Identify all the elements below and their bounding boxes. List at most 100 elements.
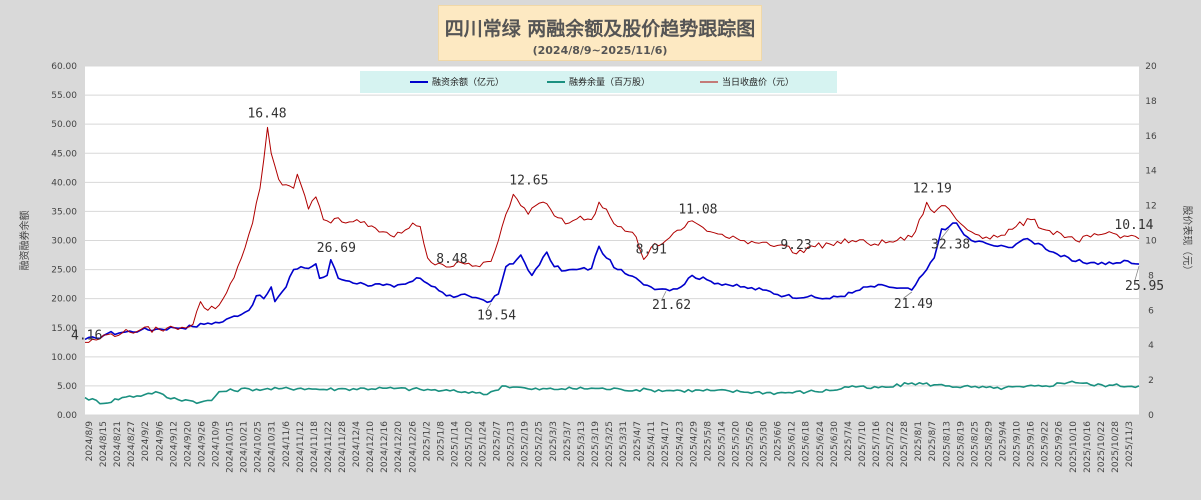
- y-right-tick-label: 0: [1148, 411, 1154, 421]
- y-left-axis-title: 融资融券余额: [18, 211, 31, 271]
- x-tick-label: 2025/6/12: [788, 421, 798, 467]
- x-tick-label: 2025/5/26: [746, 421, 756, 467]
- data-label: 9.23: [780, 238, 811, 253]
- x-tick-label: 2025/4/29: [689, 421, 699, 467]
- x-tick-label: 2025/8/19: [956, 421, 966, 467]
- x-tick-label: 2025/3/31: [619, 421, 629, 467]
- x-tick-label: 2024/8/21: [113, 421, 123, 467]
- x-tick-label: 2025/5/20: [731, 421, 741, 467]
- data-label: 11.08: [678, 203, 717, 218]
- x-tick-label: 2025/6/6: [774, 421, 784, 462]
- x-tick-label: 2025/4/7: [633, 421, 643, 461]
- x-tick-label: 2025/7/10: [858, 421, 868, 467]
- data-label: 12.65: [509, 173, 548, 188]
- leader-line: [486, 303, 492, 310]
- leader-line: [1134, 265, 1140, 281]
- x-tick-label: 2025/7/4: [844, 421, 854, 462]
- x-tick-label: 2024/12/16: [380, 421, 390, 473]
- x-tick-label: 2025/2/25: [535, 421, 545, 467]
- series-line-2: [84, 380, 1140, 405]
- data-label: 21.62: [652, 298, 691, 313]
- legend-label: 融券余量（百万股）: [569, 76, 650, 88]
- x-tick-label: 2025/5/30: [760, 421, 770, 467]
- x-tick-label: 2025/9/16: [1027, 421, 1037, 467]
- x-tick-label: 2024/11/18: [310, 421, 320, 473]
- x-tick-label: 2024/12/4: [352, 421, 362, 467]
- x-tick-label: 2025/1/14: [450, 421, 460, 467]
- x-tick-label: 2024/9/12: [169, 421, 179, 467]
- y-left-tick-label: 20.00: [51, 295, 77, 305]
- x-tick-label: 2025/9/10: [1013, 421, 1023, 467]
- y-right-tick-label: 10: [1145, 237, 1157, 247]
- x-tick-label: 2024/9/20: [183, 421, 193, 467]
- chart-subtitle: (2024/8/9~2025/11/6): [532, 44, 668, 57]
- data-label: 4.16: [71, 328, 102, 343]
- x-tick-label: 2025/3/25: [605, 421, 615, 467]
- x-tick-label: 2025/10/28: [1111, 421, 1121, 473]
- leader-line: [903, 291, 913, 299]
- y-right-tick-label: 14: [1145, 167, 1157, 177]
- x-tick-label: 2025/10/16: [1083, 421, 1093, 473]
- x-tick-label: 2025/11/3: [1125, 421, 1135, 467]
- y-right-tick-label: 2: [1148, 376, 1154, 386]
- data-label: 26.69: [317, 241, 356, 256]
- x-tick-label: 2025/6/30: [830, 421, 840, 467]
- x-tick-label: 2024/12/20: [394, 421, 404, 473]
- title-box: 四川常绿 两融余额及股价趋势跟踪图 (2024/8/9~2025/11/6): [438, 5, 762, 61]
- x-tick-label: 2024/10/21: [240, 421, 250, 473]
- x-tick-label: 2025/6/24: [816, 421, 826, 467]
- y-left-tick-label: 25.00: [51, 266, 77, 276]
- x-tick-label: 2024/12/26: [408, 421, 418, 473]
- data-label: 19.54: [477, 308, 516, 323]
- x-tick-label: 2024/11/6: [282, 421, 292, 467]
- y-left-tick-label: 15.00: [51, 324, 77, 334]
- legend-box: [360, 71, 837, 93]
- x-tick-label: 2024/10/9: [212, 421, 222, 467]
- y-left-tick-label: 10.00: [51, 353, 77, 363]
- y-right-tick-label: 20: [1145, 62, 1157, 72]
- y-left-tick-label: 35.00: [51, 207, 77, 217]
- x-tick-label: 2025/9/4: [998, 421, 1008, 462]
- y-left-tick-label: 30.00: [51, 237, 77, 247]
- leader-line: [940, 228, 950, 239]
- y-right-axis-title: 股价表现（元）: [1181, 206, 1194, 276]
- series-line-1: [84, 222, 1140, 341]
- y-right-tick-label: 16: [1145, 132, 1157, 142]
- x-tick-label: 2025/1/2: [422, 421, 432, 461]
- data-label: 16.48: [247, 106, 286, 121]
- x-tick-label: 2025/1/20: [464, 421, 474, 467]
- x-tick-label: 2025/8/7: [928, 421, 938, 461]
- x-tick-label: 2024/10/25: [254, 421, 264, 473]
- x-tick-label: 2025/2/7: [493, 421, 503, 461]
- x-tick-label: 2025/3/7: [563, 421, 573, 461]
- x-tick-label: 2024/9/6: [155, 421, 165, 462]
- y-left-tick-label: 0.00: [57, 411, 77, 421]
- x-tick-label: 2025/7/22: [886, 421, 896, 467]
- x-tick-label: 2025/5/14: [717, 421, 727, 467]
- x-tick-label: 2025/9/26: [1055, 421, 1065, 467]
- x-tick-label: 2024/10/15: [226, 421, 236, 473]
- x-tick-label: 2025/8/25: [970, 421, 980, 467]
- y-left-tick-label: 40.00: [51, 178, 77, 188]
- x-tick-label: 2025/10/10: [1069, 421, 1079, 473]
- y-left-tick-label: 5.00: [57, 382, 77, 392]
- x-tick-label: 2025/10/22: [1097, 421, 1107, 473]
- legend-label: 当日收盘价（元）: [722, 76, 794, 88]
- x-tick-label: 2025/1/8: [436, 421, 446, 462]
- data-label: 10.14: [1114, 218, 1153, 233]
- x-tick-label: 2025/2/13: [507, 421, 517, 467]
- x-tick-label: 2024/11/28: [338, 421, 348, 473]
- y-right-tick-label: 12: [1145, 202, 1156, 212]
- y-right-tick-label: 4: [1148, 341, 1154, 351]
- x-tick-label: 2025/3/19: [591, 421, 601, 467]
- legend-label: 融资余额（亿元）: [432, 76, 504, 88]
- data-label: 12.19: [913, 181, 952, 196]
- x-tick-label: 2025/8/29: [984, 421, 994, 467]
- x-tick-label: 2024/8/27: [127, 421, 137, 467]
- x-tick-label: 2025/9/22: [1041, 421, 1051, 467]
- y-left-tick-label: 50.00: [51, 120, 77, 130]
- x-tick-label: 2025/8/1: [914, 421, 924, 461]
- x-tick-label: 2025/3/3: [549, 421, 559, 461]
- x-tick-label: 2025/2/19: [521, 421, 531, 467]
- data-label: 32.38: [931, 238, 970, 253]
